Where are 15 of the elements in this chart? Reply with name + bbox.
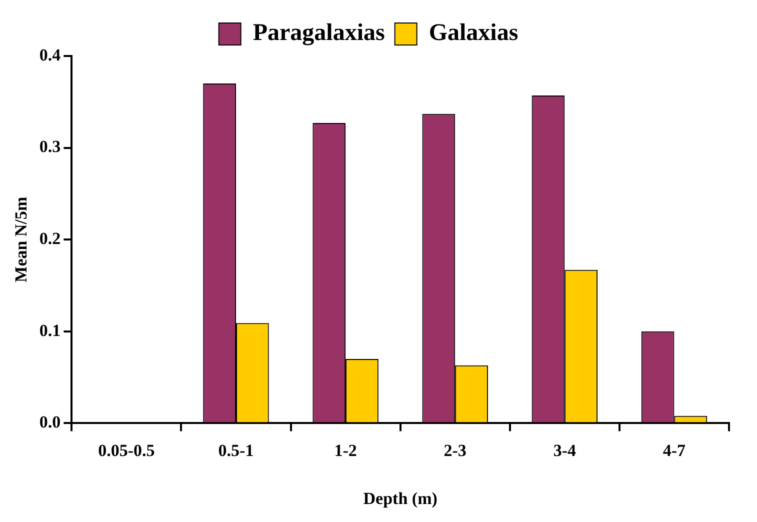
y-tick-label: 0.2: [39, 228, 61, 248]
x-tick-label: 0.05-0.5: [98, 440, 155, 460]
y-axis-title: Mean N/5m: [12, 196, 31, 282]
x-tick-label: 3-4: [553, 440, 576, 460]
legend-label: Paragalaxias: [252, 20, 385, 46]
y-tick-label: 0.3: [39, 137, 61, 156]
x-tick-label: 2-3: [444, 440, 466, 460]
x-tick-label: 0.5-1: [218, 440, 254, 460]
y-tick-label: 0.1: [39, 320, 61, 340]
y-tick-label: 0.4: [39, 45, 62, 64]
y-tick-label: 0.0: [39, 412, 61, 432]
x-tick-label: 4-7: [662, 440, 686, 460]
x-axis-title: Depth (m): [363, 489, 438, 508]
legend-label: Galaxias: [428, 20, 518, 46]
x-tick-label: 1-2: [334, 440, 357, 460]
